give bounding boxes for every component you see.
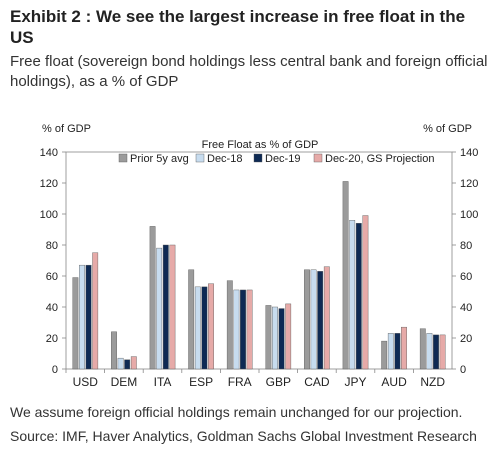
left-tick-label: 100	[40, 209, 58, 221]
left-tick-label: 80	[46, 240, 58, 252]
bar	[439, 334, 446, 370]
page-subtitle: Free float (sovereign bond holdings less…	[10, 53, 488, 90]
bar	[426, 333, 433, 370]
bar	[208, 283, 214, 370]
legend-label: Dec-20, GS Projection	[325, 153, 434, 165]
bar	[117, 357, 124, 370]
right-tick-label: 40	[460, 302, 472, 314]
source-note: Source: IMF, Haver Analytics, Goldman Sa…	[10, 428, 477, 444]
page-title: Exhibit 2 : We see the largest increase …	[10, 7, 466, 47]
x-tick-label: ESP	[189, 375, 213, 389]
bar	[272, 306, 278, 370]
x-tick-label: JPY	[344, 375, 366, 389]
bar	[156, 247, 163, 370]
bar	[381, 340, 388, 370]
bar	[124, 359, 131, 370]
right-axis-title: % of GDP	[423, 123, 472, 135]
bar	[169, 244, 176, 370]
plot-area	[65, 151, 453, 370]
bar	[240, 289, 246, 370]
x-tick-label: ITA	[154, 375, 172, 389]
chart-title: Free Float as % of GDP	[202, 139, 319, 151]
x-tick-label: CAD	[304, 375, 330, 389]
bar	[188, 269, 195, 370]
right-tick-label: 80	[460, 240, 472, 252]
right-tick-label: 120	[460, 178, 478, 190]
left-tick-label: 140	[40, 147, 58, 159]
bar	[72, 277, 79, 370]
bar	[317, 271, 324, 370]
bar	[304, 269, 310, 370]
bar	[342, 181, 349, 370]
left-tick-label: 60	[46, 271, 58, 283]
bar	[349, 219, 356, 370]
bar	[226, 280, 233, 370]
legend-label: Dec-18	[207, 153, 242, 165]
right-tick-label: 100	[460, 209, 478, 221]
right-tick-label: 20	[460, 333, 472, 345]
legend-label: Prior 5y avg	[130, 153, 189, 165]
x-tick-label: FRA	[228, 375, 252, 389]
left-tick-label: 120	[40, 178, 58, 190]
bar	[355, 223, 362, 370]
bar	[201, 286, 208, 370]
bar	[285, 303, 292, 370]
x-tick-label: USD	[73, 375, 99, 389]
left-tick-label: 0	[52, 364, 58, 376]
right-tick-label: 60	[460, 271, 472, 283]
bar	[401, 326, 407, 370]
bar	[278, 308, 285, 370]
chart: 0 0 20 20 40 40 60 60 80 80 100 100 120 120 140 140 USD D…	[0, 118, 500, 398]
bar	[79, 264, 85, 370]
chart-svg: 0 0 20 20 40 40 60 60 80 80 100 100 120 120 140 140 USD D…	[40, 123, 479, 389]
bar	[130, 356, 137, 370]
bar	[233, 289, 240, 370]
bar	[92, 252, 99, 370]
bar	[162, 244, 169, 370]
right-tick-label: 140	[460, 147, 478, 159]
legend-swatch	[118, 153, 128, 163]
x-tick-label: GBP	[266, 375, 291, 389]
legend-swatch	[313, 153, 323, 163]
bar	[323, 266, 330, 370]
bar	[419, 328, 426, 370]
left-tick-label: 40	[46, 302, 58, 314]
bar	[394, 333, 401, 370]
footnote: We assume foreign official holdings rema…	[10, 404, 463, 420]
bar	[362, 215, 369, 370]
bar	[246, 289, 253, 370]
bar	[111, 331, 117, 370]
legend-swatch	[253, 153, 263, 163]
bar	[194, 286, 201, 370]
x-tick-label: DEM	[111, 375, 138, 389]
x-tick-label: NZD	[420, 375, 445, 389]
right-tick-label: 0	[460, 364, 466, 376]
left-axis-title: % of GDP	[42, 123, 91, 135]
bar	[387, 333, 394, 370]
legend-label: Dec-19	[265, 153, 300, 165]
bar	[433, 334, 439, 370]
bar	[85, 264, 92, 370]
left-tick-label: 20	[46, 333, 58, 345]
bar	[265, 305, 272, 370]
legend-swatch	[195, 153, 205, 163]
x-tick-label: AUD	[381, 375, 407, 389]
bar	[149, 226, 156, 370]
bar	[310, 269, 317, 370]
